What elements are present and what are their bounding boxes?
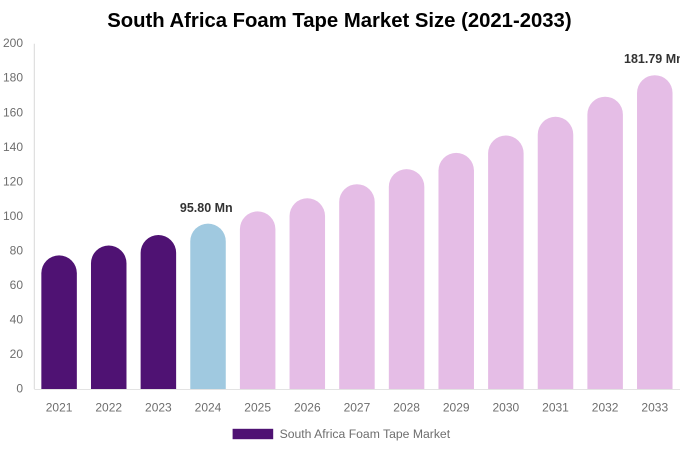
svg-text:20: 20 <box>10 347 24 361</box>
svg-text:2021: 2021 <box>46 401 73 415</box>
svg-text:South Africa Foam Tape Market: South Africa Foam Tape Market Size (2021… <box>107 10 571 32</box>
svg-text:2026: 2026 <box>294 401 321 415</box>
svg-text:2024: 2024 <box>195 401 222 415</box>
svg-text:2023: 2023 <box>145 401 172 415</box>
svg-text:160: 160 <box>3 105 23 119</box>
svg-text:0: 0 <box>16 382 23 396</box>
svg-text:2027: 2027 <box>344 401 371 415</box>
svg-text:95.80 Mn: 95.80 Mn <box>180 201 233 215</box>
svg-text:200: 200 <box>3 36 23 50</box>
svg-text:2028: 2028 <box>393 401 420 415</box>
svg-text:2030: 2030 <box>493 401 520 415</box>
svg-text:60: 60 <box>10 278 24 292</box>
svg-text:2029: 2029 <box>443 401 470 415</box>
svg-text:40: 40 <box>10 312 24 326</box>
svg-text:180: 180 <box>3 71 23 85</box>
svg-text:140: 140 <box>3 140 23 154</box>
svg-text:100: 100 <box>3 209 23 223</box>
svg-text:80: 80 <box>10 243 24 257</box>
svg-text:120: 120 <box>3 174 23 188</box>
svg-text:2031: 2031 <box>542 401 569 415</box>
svg-text:2033: 2033 <box>641 401 668 415</box>
svg-text:South Africa Foam Tape Market: South Africa Foam Tape Market <box>280 427 451 441</box>
svg-text:2022: 2022 <box>95 401 122 415</box>
svg-text:181.79 Mn: 181.79 Mn <box>624 52 680 66</box>
svg-text:2032: 2032 <box>592 401 619 415</box>
svg-text:2025: 2025 <box>244 401 271 415</box>
